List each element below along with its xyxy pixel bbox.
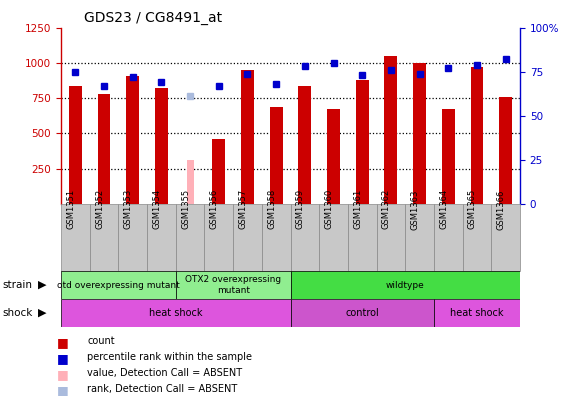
Bar: [205, 204, 233, 271]
Bar: [356, 80, 369, 204]
Text: ▶: ▶: [38, 308, 46, 318]
Text: GSM1358: GSM1358: [267, 189, 276, 229]
Text: ▶: ▶: [38, 280, 46, 290]
Bar: [434, 299, 520, 327]
Text: GSM1364: GSM1364: [439, 189, 449, 229]
Text: GDS23 / CG8491_at: GDS23 / CG8491_at: [84, 11, 222, 25]
Text: GSM1359: GSM1359: [296, 189, 305, 229]
Bar: [175, 204, 205, 271]
Bar: [119, 204, 147, 271]
Bar: [98, 94, 110, 204]
Text: ■: ■: [57, 368, 69, 381]
Text: wildtype: wildtype: [386, 281, 425, 289]
Bar: [327, 109, 340, 204]
Bar: [385, 56, 397, 204]
Bar: [61, 204, 89, 271]
Bar: [290, 271, 520, 299]
Text: GSM1366: GSM1366: [497, 189, 505, 230]
Text: strain: strain: [3, 280, 33, 290]
Bar: [69, 86, 82, 204]
Bar: [319, 204, 348, 271]
Bar: [406, 204, 434, 271]
Text: GSM1363: GSM1363: [411, 189, 419, 230]
Text: GSM1355: GSM1355: [181, 189, 190, 229]
Text: heat shock: heat shock: [450, 308, 504, 318]
Bar: [175, 271, 290, 299]
Text: OTX2 overexpressing
mutant: OTX2 overexpressing mutant: [185, 276, 281, 295]
Text: rank, Detection Call = ABSENT: rank, Detection Call = ABSENT: [87, 384, 238, 394]
Text: GSM1353: GSM1353: [124, 189, 132, 229]
Bar: [270, 107, 282, 204]
Bar: [348, 204, 376, 271]
Bar: [61, 271, 175, 299]
Bar: [61, 299, 290, 327]
Text: heat shock: heat shock: [149, 308, 203, 318]
Bar: [462, 204, 492, 271]
Bar: [147, 204, 175, 271]
Text: ■: ■: [57, 352, 69, 365]
Bar: [233, 204, 262, 271]
Text: GSM1351: GSM1351: [66, 189, 76, 229]
Text: GSM1352: GSM1352: [95, 189, 104, 229]
Text: count: count: [87, 336, 115, 346]
Text: GSM1365: GSM1365: [468, 189, 477, 229]
Bar: [212, 139, 225, 204]
Text: ■: ■: [57, 384, 69, 396]
Text: GSM1361: GSM1361: [353, 189, 362, 229]
Bar: [376, 204, 406, 271]
Text: percentile rank within the sample: percentile rank within the sample: [87, 352, 252, 362]
Bar: [290, 299, 434, 327]
Bar: [187, 160, 193, 204]
Bar: [299, 86, 311, 204]
Bar: [89, 204, 119, 271]
Text: GSM1360: GSM1360: [325, 189, 333, 229]
Text: otd overexpressing mutant: otd overexpressing mutant: [57, 281, 180, 289]
Bar: [413, 63, 426, 204]
Bar: [434, 204, 462, 271]
Bar: [126, 76, 139, 204]
Bar: [492, 204, 520, 271]
Bar: [262, 204, 290, 271]
Text: control: control: [345, 308, 379, 318]
Bar: [471, 67, 483, 204]
Text: GSM1356: GSM1356: [210, 189, 219, 229]
Text: GSM1357: GSM1357: [238, 189, 248, 229]
Text: value, Detection Call = ABSENT: value, Detection Call = ABSENT: [87, 368, 242, 378]
Bar: [241, 70, 254, 204]
Text: GSM1362: GSM1362: [382, 189, 391, 229]
Text: shock: shock: [3, 308, 33, 318]
Bar: [442, 109, 455, 204]
Text: GSM1354: GSM1354: [152, 189, 162, 229]
Bar: [155, 88, 168, 204]
Text: ■: ■: [57, 336, 69, 349]
Bar: [290, 204, 319, 271]
Bar: [499, 97, 512, 204]
